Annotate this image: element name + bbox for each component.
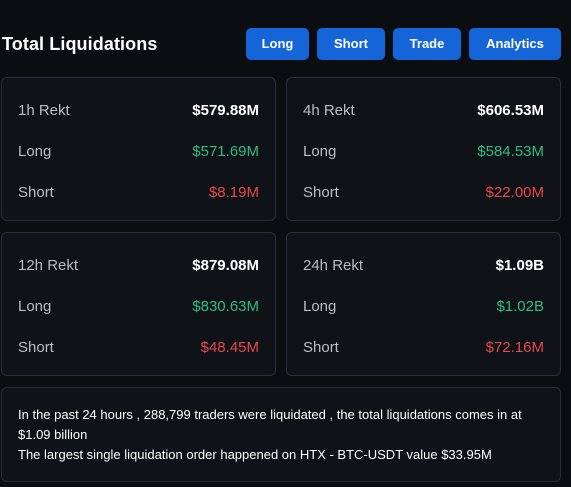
header: Total Liquidations Long Short Trade Anal… xyxy=(0,28,571,62)
long-row: Long $1.02B xyxy=(303,298,544,318)
long-row: Long $830.63M xyxy=(18,298,259,318)
short-label: Short xyxy=(18,339,54,356)
stats-card-12h: 12h Rekt $879.08M Long $830.63M Short $4… xyxy=(1,232,276,376)
total-row: 4h Rekt $606.53M xyxy=(303,102,544,122)
short-row: Short $72.16M xyxy=(303,339,544,359)
long-label: Long xyxy=(18,143,52,160)
period-label: 4h Rekt xyxy=(303,102,355,119)
total-value: $606.53M xyxy=(477,102,544,119)
short-button[interactable]: Short xyxy=(317,28,385,60)
period-label: 24h Rekt xyxy=(303,257,364,274)
short-value: $72.16M xyxy=(485,339,544,356)
period-label: 12h Rekt xyxy=(18,257,79,274)
short-value: $22.00M xyxy=(485,184,544,201)
long-value: $571.69M xyxy=(192,143,259,160)
long-label: Long xyxy=(303,298,337,315)
stats-card-1h: 1h Rekt $579.88M Long $571.69M Short $8.… xyxy=(1,77,276,221)
long-label: Long xyxy=(303,143,337,160)
short-label: Short xyxy=(18,184,54,201)
total-value: $879.08M xyxy=(192,257,259,274)
long-button[interactable]: Long xyxy=(246,28,309,60)
stats-card-4h: 4h Rekt $606.53M Long $584.53M Short $22… xyxy=(286,77,561,221)
summary-box: In the past 24 hours , 288,799 traders w… xyxy=(1,387,561,482)
short-value: $48.45M xyxy=(200,339,259,356)
total-value: $1.09B xyxy=(495,257,544,274)
long-row: Long $584.53M xyxy=(303,143,544,163)
short-value: $8.19M xyxy=(208,184,259,201)
total-value: $579.88M xyxy=(192,102,259,119)
largest-order-text: The largest single liquidation order hap… xyxy=(18,447,492,462)
total-row: 1h Rekt $579.88M xyxy=(18,102,259,122)
long-value: $1.02B xyxy=(496,298,544,315)
period-label: 1h Rekt xyxy=(18,102,70,119)
page-title: Total Liquidations xyxy=(2,34,158,54)
long-value: $584.53M xyxy=(477,143,544,160)
short-row: Short $22.00M xyxy=(303,184,544,204)
trade-button[interactable]: Trade xyxy=(393,28,461,60)
total-row: 12h Rekt $879.08M xyxy=(18,257,259,277)
short-label: Short xyxy=(303,184,339,201)
short-label: Short xyxy=(303,339,339,356)
long-row: Long $571.69M xyxy=(18,143,259,163)
summary-text: In the past 24 hours , 288,799 traders w… xyxy=(18,407,522,442)
analytics-button[interactable]: Analytics xyxy=(469,28,561,60)
long-value: $830.63M xyxy=(192,298,259,315)
total-row: 24h Rekt $1.09B xyxy=(303,257,544,277)
long-label: Long xyxy=(18,298,52,315)
short-row: Short $8.19M xyxy=(18,184,259,204)
stats-card-24h: 24h Rekt $1.09B Long $1.02B Short $72.16… xyxy=(286,232,561,376)
short-row: Short $48.45M xyxy=(18,339,259,359)
